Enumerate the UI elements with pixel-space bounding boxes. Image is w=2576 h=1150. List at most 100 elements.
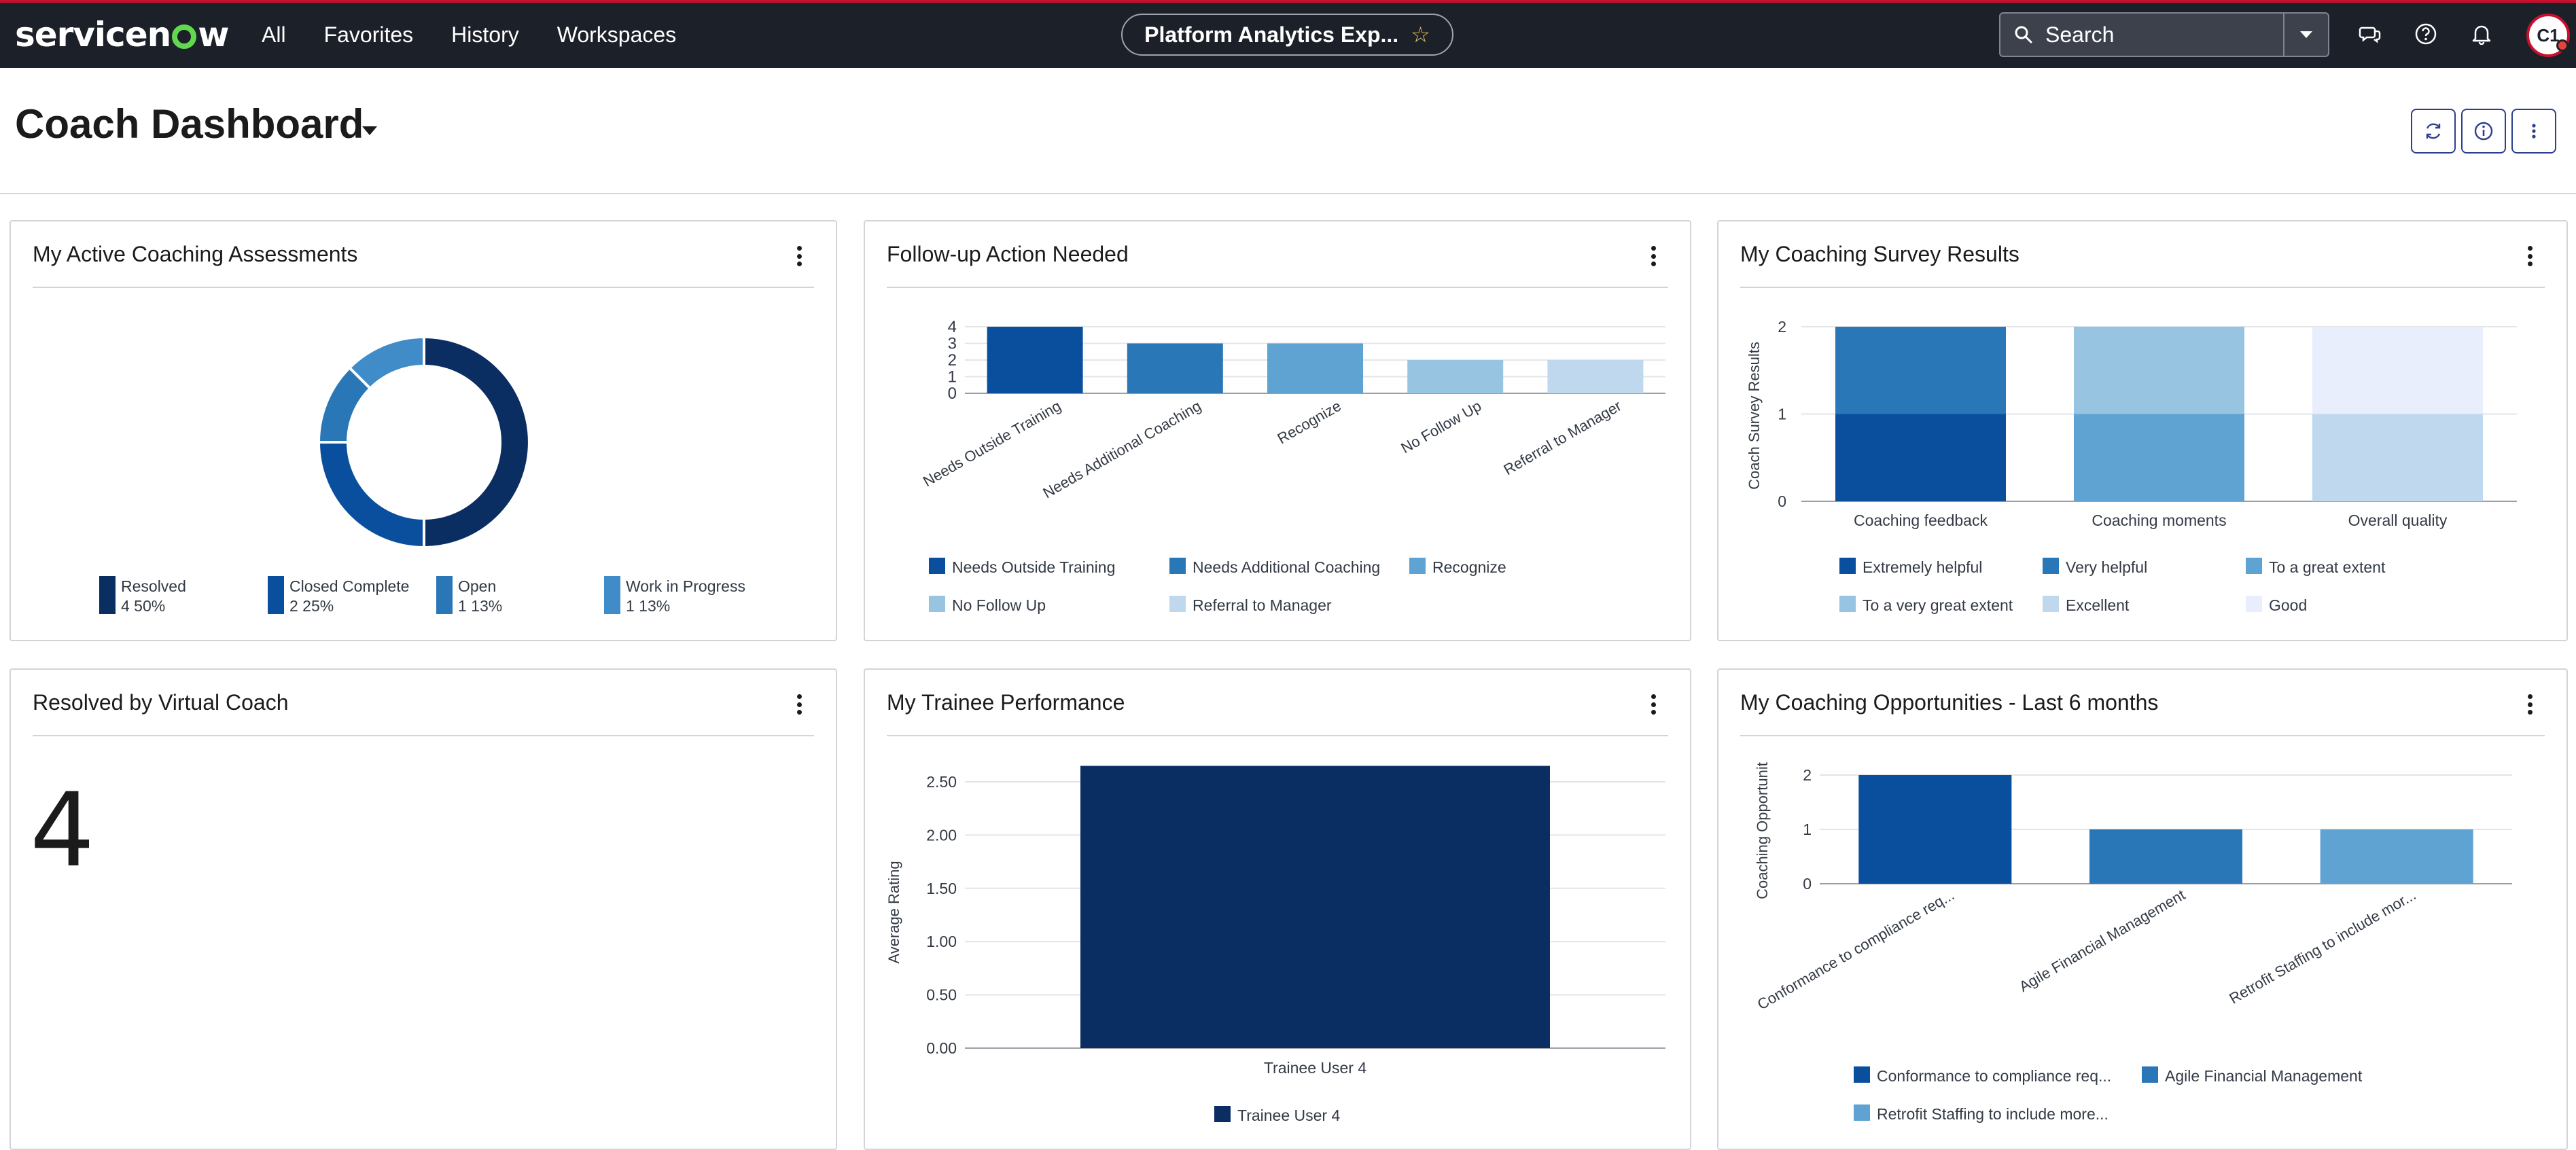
page-title: Coach Dashboard xyxy=(15,101,364,147)
donut-chart: Resolved 4 50% Closed Complete 2 25% Open 1 1… xyxy=(99,335,745,615)
followup-legend-label: No Follow Up xyxy=(952,596,1046,614)
followup-y-tick: 1 xyxy=(948,368,957,387)
opportunities-legend-label: Retrofit Staffing to include more... xyxy=(1877,1105,2109,1123)
donut-legend-swatch[interactable] xyxy=(436,576,453,614)
survey-legend-swatch[interactable] xyxy=(2043,596,2059,612)
survey-legend-label: Very helpful xyxy=(2066,558,2147,576)
opportunities-legend-swatch[interactable] xyxy=(1854,1104,1870,1121)
survey-legend-label: To a great extent xyxy=(2269,558,2386,576)
nav-link-favorites[interactable]: Favorites xyxy=(323,22,414,47)
trainee-y-tick: 2.50 xyxy=(926,773,957,791)
donut-slice-work-in-progress[interactable] xyxy=(347,335,425,391)
followup-bar[interactable] xyxy=(987,327,1083,393)
donut-legend-label: Work in Progress xyxy=(626,577,745,595)
donut-legend-value: 1 13% xyxy=(458,597,502,615)
chevron-down-icon xyxy=(2300,31,2312,38)
user-avatar[interactable]: C1 xyxy=(2526,14,2570,57)
card-menu-kebab-icon[interactable] xyxy=(2526,694,2534,715)
followup-bar[interactable] xyxy=(1547,360,1644,393)
donut-legend-swatch[interactable] xyxy=(268,576,284,614)
followup-y-tick: 0 xyxy=(948,384,957,403)
survey-y-tick: 0 xyxy=(1778,492,1786,510)
donut-slice-closed-complete[interactable] xyxy=(317,441,425,550)
score-value[interactable]: 4 xyxy=(30,772,94,890)
followup-bar[interactable] xyxy=(1127,343,1223,394)
info-button[interactable] xyxy=(2461,109,2506,154)
bell-icon[interactable] xyxy=(2469,22,2494,46)
trainee-legend-swatch[interactable] xyxy=(1214,1106,1231,1122)
nav-link-workspaces[interactable]: Workspaces xyxy=(557,22,677,47)
context-pill[interactable]: Platform Analytics Exp... ☆ xyxy=(1121,14,1453,56)
donut-legend-label: Resolved xyxy=(121,577,186,595)
card-menu-kebab-icon[interactable] xyxy=(1649,694,1657,715)
dashboard-switcher-caret-icon[interactable] xyxy=(362,126,377,135)
search-input[interactable]: Search xyxy=(2045,22,2115,47)
opportunities-bar[interactable] xyxy=(2089,829,2242,884)
global-search[interactable]: Search xyxy=(1999,12,2329,57)
card-title: Follow-up Action Needed xyxy=(887,242,1129,266)
survey-bar-segment[interactable] xyxy=(2312,414,2483,502)
survey-y-axis-label: Coach Survey Results xyxy=(1746,342,1763,490)
donut-legend-swatch[interactable] xyxy=(604,576,620,614)
kebab-icon xyxy=(2532,124,2536,139)
opportunities-legend-label: Agile Financial Management xyxy=(2165,1067,2363,1085)
survey-bar-segment[interactable] xyxy=(2312,327,2483,414)
opportunities-legend-swatch[interactable] xyxy=(2142,1066,2158,1083)
opportunities-x-tick: Retrofit Staffing to include mor... xyxy=(2226,886,2418,1007)
survey-legend-label: Extremely helpful xyxy=(1863,558,1982,576)
survey-legend-swatch[interactable] xyxy=(1839,596,1856,612)
followup-legend-swatch[interactable] xyxy=(1169,558,1186,574)
donut-slice-resolved[interactable] xyxy=(423,335,531,550)
followup-x-tick: Referral to Manager xyxy=(1500,397,1624,478)
trainee-bar[interactable] xyxy=(1080,766,1550,1048)
donut-legend-swatch[interactable] xyxy=(99,576,116,614)
card-divider xyxy=(1740,287,2545,288)
survey-legend-swatch[interactable] xyxy=(1839,558,1856,574)
trainee-y-tick: 1.50 xyxy=(926,880,957,897)
survey-bar-segment[interactable] xyxy=(2074,414,2244,502)
opportunities-legend-swatch[interactable] xyxy=(1854,1066,1870,1083)
refresh-button[interactable] xyxy=(2411,109,2456,154)
card-menu-kebab-icon[interactable] xyxy=(795,246,803,266)
stacked-bar-chart: 0 1 2 Coach Survey Results Coaching feedback… xyxy=(1746,318,2517,614)
opportunities-bar[interactable] xyxy=(2320,829,2473,884)
card-divider xyxy=(33,735,814,736)
card-divider xyxy=(887,735,1668,736)
card-menu-kebab-icon[interactable] xyxy=(795,694,803,715)
survey-legend-label: To a very great extent xyxy=(1863,596,2013,614)
card-menu-kebab-icon[interactable] xyxy=(2526,246,2534,266)
more-options-button[interactable] xyxy=(2511,109,2556,154)
card-title: My Coaching Opportunities - Last 6 month… xyxy=(1740,690,2159,715)
survey-legend-swatch[interactable] xyxy=(2246,558,2262,574)
followup-legend-swatch[interactable] xyxy=(1169,596,1186,612)
help-icon[interactable] xyxy=(2414,22,2438,46)
servicenow-logo[interactable]: service n w xyxy=(15,11,229,58)
card-menu-kebab-icon[interactable] xyxy=(1649,246,1657,266)
survey-bar-segment[interactable] xyxy=(1835,327,2006,414)
brand-text-service: service xyxy=(15,15,148,54)
survey-bar-segment[interactable] xyxy=(1835,414,2006,502)
nav-link-history[interactable]: History xyxy=(451,22,519,47)
trainee-y-tick: 1.00 xyxy=(926,933,957,950)
nav-links: All Favorites History Workspaces xyxy=(262,19,714,50)
survey-legend-swatch[interactable] xyxy=(2246,596,2262,612)
brand-o-icon xyxy=(172,24,197,49)
nav-link-all[interactable]: All xyxy=(262,22,286,47)
followup-legend-swatch[interactable] xyxy=(929,596,945,612)
followup-legend-swatch[interactable] xyxy=(929,558,945,574)
donut-legend-label: Closed Complete xyxy=(289,577,409,595)
star-icon[interactable]: ☆ xyxy=(1411,22,1430,47)
search-scope-dropdown[interactable] xyxy=(2283,14,2328,56)
donut-legend-value: 1 13% xyxy=(626,597,670,615)
survey-legend-label: Good xyxy=(2269,596,2307,614)
followup-legend-swatch[interactable] xyxy=(1409,558,1426,574)
followup-bar[interactable] xyxy=(1407,360,1504,393)
survey-legend-swatch[interactable] xyxy=(2043,558,2059,574)
survey-bar-segment[interactable] xyxy=(2074,327,2244,414)
followup-bar[interactable] xyxy=(1267,343,1363,394)
followup-x-tick: No Follow Up xyxy=(1398,397,1484,457)
opportunities-bar[interactable] xyxy=(1858,775,2012,884)
chat-icon[interactable] xyxy=(2358,22,2382,46)
